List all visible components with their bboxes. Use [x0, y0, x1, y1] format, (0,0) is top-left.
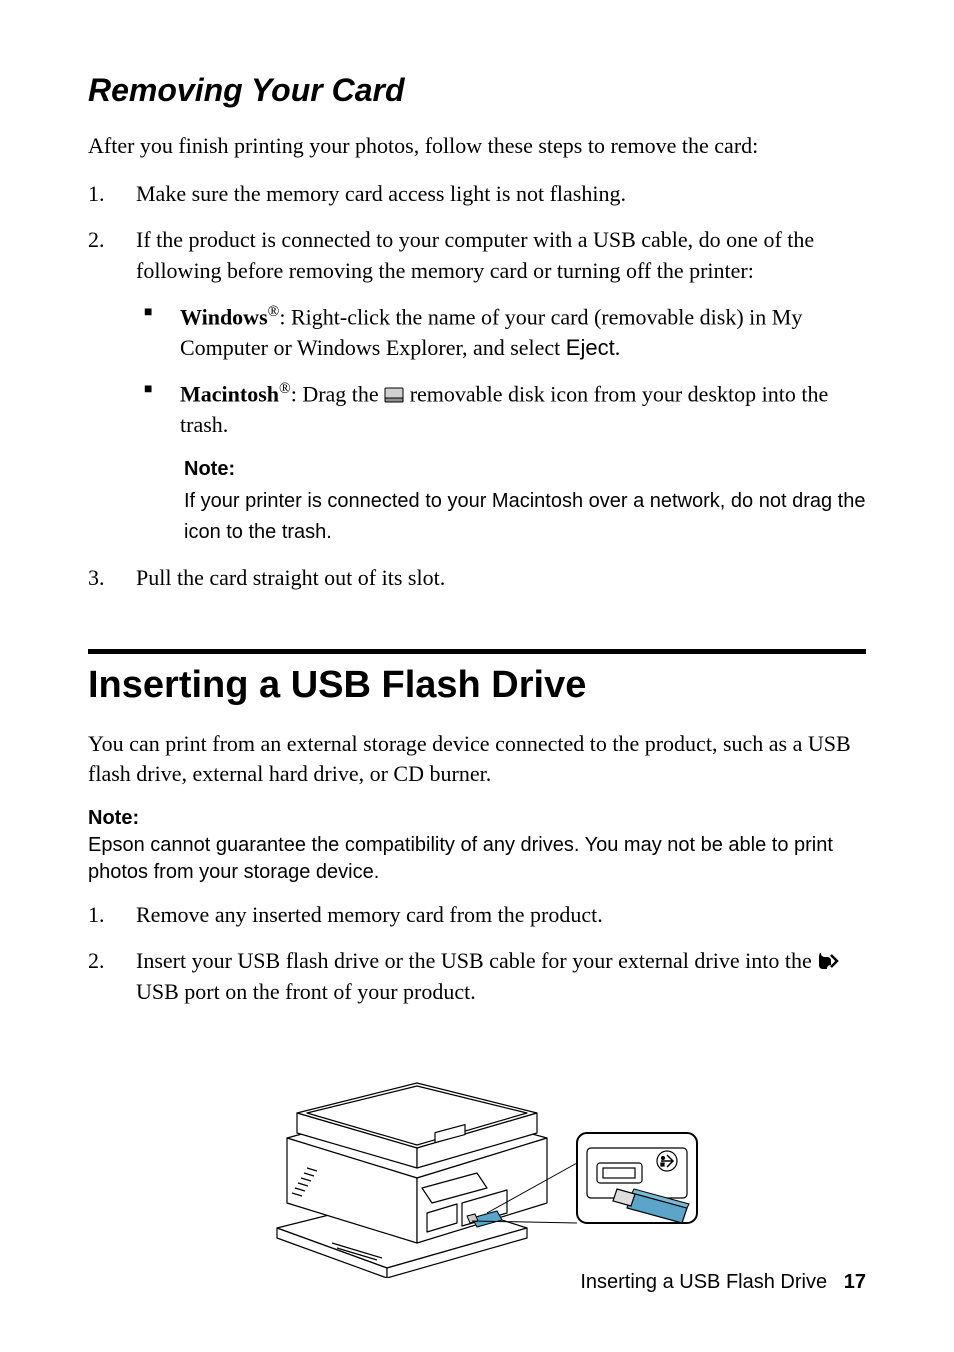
macintosh-text1: Drag the	[302, 381, 384, 406]
intro-paragraph: After you finish printing your photos, f…	[88, 131, 866, 161]
step-2: If the product is connected to your comp…	[88, 225, 866, 546]
bullet-windows: Windows®: Right-click the name of your c…	[136, 301, 866, 364]
note-compatibility: Note: Epson cannot guarantee the compati…	[88, 807, 866, 886]
usb-step-2a: Insert your USB flash drive or the USB c…	[136, 948, 817, 973]
eject-label: Eject	[566, 335, 615, 360]
usb-steps: Remove any inserted memory card from the…	[88, 900, 866, 1008]
bullet-macintosh: Macintosh®: Drag the removable disk icon…	[136, 378, 866, 441]
section-title-removing-card: Removing Your Card	[88, 72, 866, 109]
windows-period: .	[615, 335, 621, 360]
os-bullet-list: Windows®: Right-click the name of your c…	[136, 301, 866, 441]
windows-label: Windows	[180, 304, 268, 329]
step-1: Make sure the memory card access light i…	[88, 179, 866, 210]
note-label: Note:	[184, 455, 866, 483]
usb-step-2b: USB port on the front of your product.	[136, 979, 476, 1004]
removable-disk-icon	[384, 387, 404, 403]
printer-figure	[88, 1028, 866, 1278]
windows-sep: :	[279, 304, 291, 329]
usb-port-icon	[817, 951, 841, 971]
step-2-text: If the product is connected to your comp…	[136, 227, 814, 283]
usb-step-1: Remove any inserted memory card from the…	[88, 900, 866, 931]
note-macintosh-network: Note: If your printer is connected to yo…	[136, 455, 866, 547]
section-title-usb-flash: Inserting a USB Flash Drive	[88, 664, 866, 707]
macintosh-sep: :	[291, 381, 303, 406]
page-footer: Inserting a USB Flash Drive 17	[580, 1271, 866, 1294]
usb-step-2: Insert your USB flash drive or the USB c…	[88, 946, 866, 1008]
windows-reg: ®	[268, 303, 280, 320]
section-divider	[88, 649, 866, 654]
note-text-2: Epson cannot guarantee the compatibility…	[88, 834, 833, 883]
footer-label: Inserting a USB Flash Drive	[580, 1271, 827, 1293]
macintosh-reg: ®	[279, 380, 291, 397]
note-label-2: Note:	[88, 807, 866, 830]
page-number: 17	[844, 1271, 866, 1293]
note-text: If your printer is connected to your Mac…	[184, 490, 865, 543]
usb-intro-paragraph: You can print from an external storage d…	[88, 729, 866, 788]
printer-illustration	[247, 1028, 707, 1278]
macintosh-label: Macintosh	[180, 381, 279, 406]
removing-card-steps: Make sure the memory card access light i…	[88, 179, 866, 594]
step-3: Pull the card straight out of its slot.	[88, 563, 866, 594]
